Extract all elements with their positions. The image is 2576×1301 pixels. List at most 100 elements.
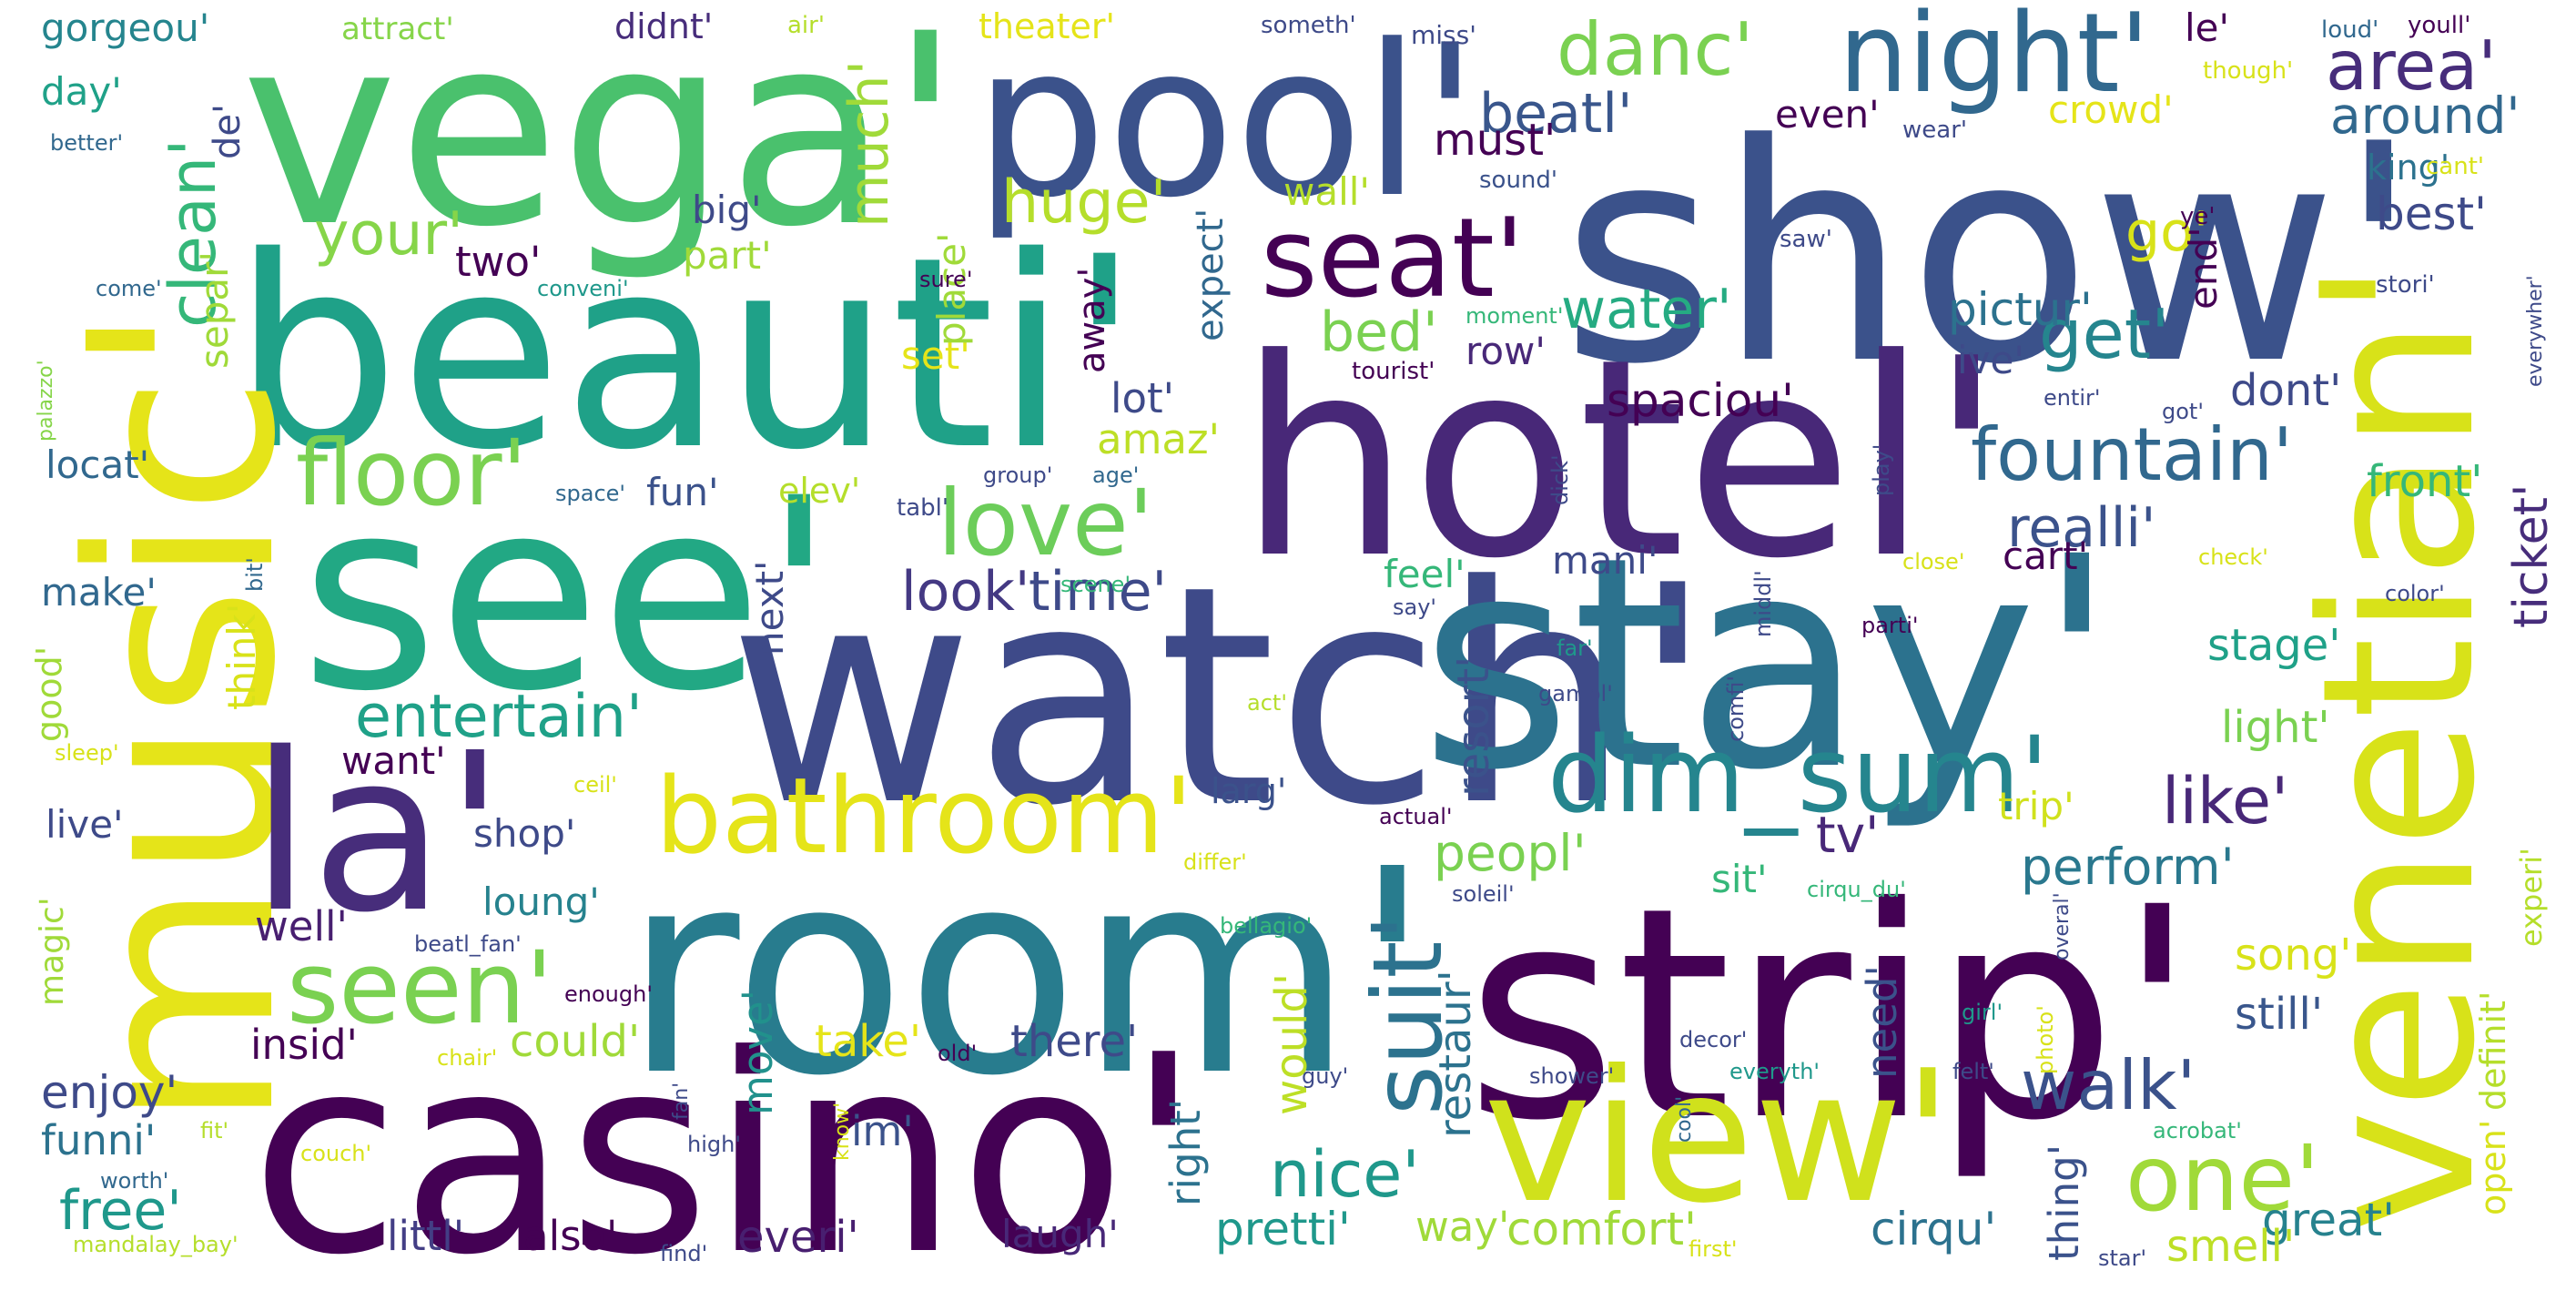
- word-larg: larg': [1211, 771, 1287, 811]
- word-nice: nice': [1270, 1137, 1420, 1212]
- word-stage: stage': [2207, 620, 2341, 671]
- word-stori: stori': [2376, 271, 2435, 299]
- word-walk: walk': [2021, 1045, 2196, 1125]
- word-resort: resort': [1448, 656, 1499, 797]
- word-lot: lot': [1111, 374, 1175, 422]
- word-littl: littl': [387, 1212, 465, 1260]
- word-got: got': [2162, 399, 2204, 424]
- word-floor: floor': [296, 420, 527, 526]
- word-seen: seen': [287, 930, 553, 1046]
- word-group: group': [983, 462, 1053, 488]
- word-best: best': [2376, 188, 2487, 240]
- word-first: first': [1689, 1236, 1738, 1262]
- word-comfi: comfi': [1723, 676, 1749, 742]
- word-star: star': [2098, 1245, 2147, 1271]
- word-even: even': [1775, 92, 1880, 137]
- word-look: look': [901, 560, 1030, 624]
- word-live: live': [46, 802, 124, 847]
- word-room: room': [624, 809, 1432, 1138]
- word-dim-sum: dim_sum': [1547, 715, 2049, 837]
- word-tv: tv': [1816, 806, 1880, 864]
- word-though: though': [2203, 57, 2294, 85]
- word-like: like': [2162, 764, 2289, 839]
- word-acrobat: acrobat': [2153, 1118, 2242, 1143]
- word-ive: ive': [1957, 338, 2024, 382]
- word-mandalay-bay: mandalay_bay': [73, 1232, 238, 1257]
- word-air: air': [787, 12, 825, 39]
- word-age: age': [1092, 462, 1140, 488]
- word-row: row': [1465, 329, 1546, 373]
- word-day: day': [41, 69, 122, 114]
- word-cool: cool': [1673, 1095, 1696, 1143]
- word-gorgeou: gorgeou': [41, 5, 210, 50]
- word-didnt: didnt': [614, 6, 714, 46]
- word-color: color': [2385, 581, 2445, 606]
- word-set: set': [901, 333, 970, 378]
- word-wear: wear': [1902, 117, 1968, 144]
- word-cirqu: cirqu': [1871, 1203, 1997, 1255]
- word-love: love': [938, 470, 1154, 576]
- word-de: de': [207, 104, 248, 159]
- word-great: great': [2262, 1194, 2395, 1246]
- word-find: find': [660, 1241, 708, 1266]
- word-away: away': [1071, 267, 1113, 373]
- word-gambl: gambl': [1538, 681, 1613, 706]
- word-front: front': [2367, 456, 2483, 507]
- word-sleep: sleep': [55, 740, 119, 766]
- word-peopl: peopl': [1434, 824, 1587, 882]
- word-good: good': [29, 645, 69, 742]
- word-enough: enough': [564, 981, 653, 1007]
- word-bathroom: bathroom': [655, 756, 1193, 878]
- word-worth: worth': [100, 1168, 169, 1194]
- word-act: act': [1247, 690, 1287, 716]
- word-everyth: everyth': [1729, 1059, 1820, 1084]
- word-crowd: crowd': [2048, 87, 2174, 132]
- word-attract: attract': [341, 11, 454, 47]
- word-mani: mani': [1552, 538, 1658, 583]
- word-much: much': [837, 60, 901, 228]
- word-come: come': [96, 276, 162, 301]
- word-experi: experi': [2514, 848, 2549, 947]
- word-couch: couch': [300, 1141, 372, 1166]
- word-your: your': [314, 200, 464, 269]
- word-middl: middl': [1750, 570, 1776, 637]
- word-fun: fun': [646, 470, 719, 514]
- word-move: move': [734, 989, 782, 1115]
- word-stay: stay': [1420, 495, 2117, 834]
- word-loud: loud': [2321, 16, 2379, 44]
- word-conveni: conveni': [537, 276, 629, 301]
- word-water: water': [1561, 278, 1732, 341]
- word-one: one': [2125, 1125, 2320, 1232]
- word-need: need': [1858, 965, 1906, 1079]
- word-tabl: tabl': [897, 494, 949, 522]
- word-pool: pool': [974, 1, 1479, 244]
- word-cant: cant': [2426, 153, 2485, 180]
- word-tourist: tourist': [1352, 358, 1435, 385]
- word-le: le': [2185, 5, 2230, 50]
- word-would: would': [1266, 972, 1317, 1115]
- word-laugh: laugh': [1001, 1212, 1119, 1256]
- word-part: part': [683, 233, 772, 278]
- word-theater: theater': [979, 6, 1115, 46]
- word-see: see': [300, 442, 836, 749]
- word-far: far': [1557, 635, 1593, 661]
- word-take: take': [815, 1016, 922, 1067]
- word-ticket: ticket': [2504, 483, 2559, 628]
- word-must: must': [1434, 115, 1557, 166]
- word-spaciou: spaciou': [1607, 374, 1794, 427]
- word-still: still': [2235, 989, 2324, 1040]
- word-seat: seat': [1261, 196, 1525, 322]
- word-overal: overal': [2051, 892, 2074, 961]
- word-enjoy: enjoy': [41, 1066, 178, 1119]
- word-old: old': [938, 1041, 978, 1066]
- word-loung: loung': [482, 879, 600, 924]
- word-elev: elev': [778, 471, 861, 511]
- word-better: better': [50, 130, 124, 156]
- word-fit: fit': [200, 1118, 229, 1143]
- word-actual: actual': [1379, 804, 1453, 829]
- word-light: light': [2221, 702, 2330, 753]
- word-guy: guy': [1302, 1063, 1349, 1089]
- word-two: two': [455, 238, 542, 286]
- word-everi: everi': [737, 1212, 859, 1263]
